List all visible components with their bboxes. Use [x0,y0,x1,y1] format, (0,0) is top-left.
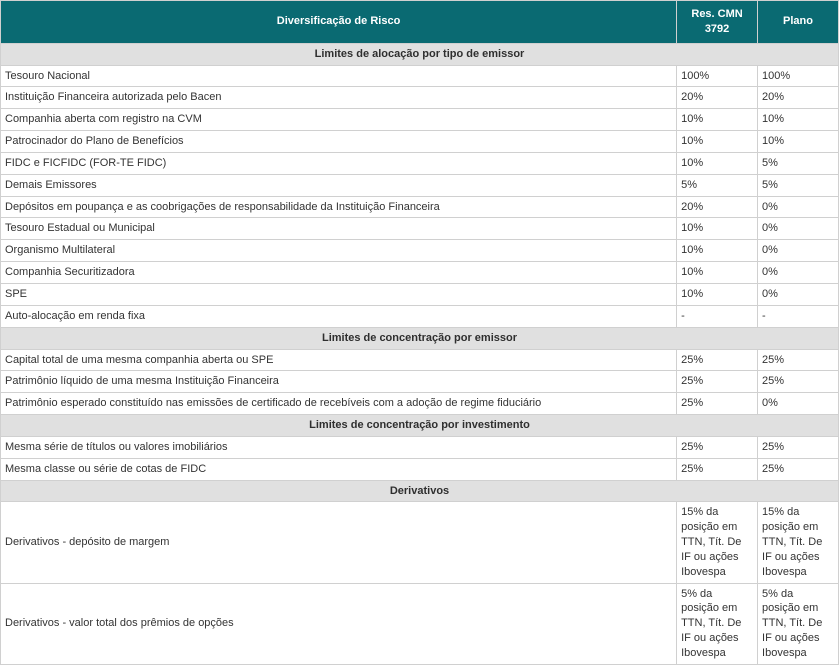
table-row: Auto-alocação em renda fixa-- [1,305,839,327]
section-header: Limites de alocação por tipo de emissor [1,43,839,65]
row-res-value: 5% da posição em TTN, Tít. De IF ou açõe… [677,583,758,664]
row-plano-value: 0% [758,196,839,218]
table-row: Derivativos - depósito de margem15% da p… [1,502,839,583]
row-plano-value: 25% [758,436,839,458]
row-plano-value: - [758,305,839,327]
row-label: Patrimônio esperado constituído nas emis… [1,393,677,415]
row-res-value: 10% [677,240,758,262]
row-plano-value: 15% da posição em TTN, Tít. De IF ou açõ… [758,502,839,583]
section-title: Limites de alocação por tipo de emissor [1,43,839,65]
row-label: Tesouro Estadual ou Municipal [1,218,677,240]
row-plano-value: 5% [758,152,839,174]
table-row: SPE10%0% [1,283,839,305]
row-label: Instituição Financeira autorizada pelo B… [1,87,677,109]
table-row: Capital total de uma mesma companhia abe… [1,349,839,371]
row-plano-value: 10% [758,131,839,153]
header-col-plano: Plano [758,1,839,44]
table-header-row: Diversificação de Risco Res. CMN 3792 Pl… [1,1,839,44]
row-label: Patrocinador do Plano de Benefícios [1,131,677,153]
row-label: FIDC e FICFIDC (FOR-TE FIDC) [1,152,677,174]
table-row: Tesouro Nacional100%100% [1,65,839,87]
row-res-value: 5% [677,174,758,196]
row-res-value: 10% [677,109,758,131]
section-title: Derivativos [1,480,839,502]
table-row: Depósitos em poupança e as coobrigações … [1,196,839,218]
row-res-value: 20% [677,87,758,109]
section-title: Limites de concentração por investimento [1,415,839,437]
row-label: Organismo Multilateral [1,240,677,262]
table-row: Patrimônio líquido de uma mesma Institui… [1,371,839,393]
row-label: Companhia Securitizadora [1,262,677,284]
row-label: Companhia aberta com registro na CVM [1,109,677,131]
table-row: Organismo Multilateral10%0% [1,240,839,262]
row-res-value: 25% [677,393,758,415]
row-label: Derivativos - depósito de margem [1,502,677,583]
row-res-value: 25% [677,458,758,480]
row-plano-value: 25% [758,458,839,480]
row-plano-value: 25% [758,349,839,371]
section-title: Limites de concentração por emissor [1,327,839,349]
row-label: Derivativos - valor total dos prêmios de… [1,583,677,664]
header-col-res: Res. CMN 3792 [677,1,758,44]
row-label: Mesma classe ou série de cotas de FIDC [1,458,677,480]
row-res-value: 25% [677,349,758,371]
row-plano-value: 20% [758,87,839,109]
row-res-value: 10% [677,283,758,305]
row-res-value: 10% [677,152,758,174]
row-plano-value: 0% [758,283,839,305]
section-header: Limites de concentração por investimento [1,415,839,437]
row-res-value: 100% [677,65,758,87]
risk-diversification-table: Diversificação de Risco Res. CMN 3792 Pl… [0,0,839,665]
table-row: Patrimônio esperado constituído nas emis… [1,393,839,415]
row-plano-value: 25% [758,371,839,393]
row-res-value: 10% [677,262,758,284]
section-header: Derivativos [1,480,839,502]
row-label: Tesouro Nacional [1,65,677,87]
row-res-value: 25% [677,371,758,393]
table-body: Limites de alocação por tipo de emissorT… [1,43,839,664]
table-row: Companhia aberta com registro na CVM10%1… [1,109,839,131]
row-label: Demais Emissores [1,174,677,196]
row-plano-value: 100% [758,65,839,87]
row-plano-value: 5% da posição em TTN, Tít. De IF ou açõe… [758,583,839,664]
row-label: Depósitos em poupança e as coobrigações … [1,196,677,218]
section-header: Limites de concentração por emissor [1,327,839,349]
row-plano-value: 10% [758,109,839,131]
row-plano-value: 0% [758,262,839,284]
table-row: FIDC e FICFIDC (FOR-TE FIDC)10%5% [1,152,839,174]
row-plano-value: 0% [758,393,839,415]
table-row: Mesma classe ou série de cotas de FIDC25… [1,458,839,480]
row-label: SPE [1,283,677,305]
row-res-value: 10% [677,218,758,240]
table-row: Tesouro Estadual ou Municipal10%0% [1,218,839,240]
row-plano-value: 0% [758,240,839,262]
table-row: Demais Emissores5%5% [1,174,839,196]
row-label: Capital total de uma mesma companhia abe… [1,349,677,371]
table-row: Companhia Securitizadora10%0% [1,262,839,284]
row-plano-value: 5% [758,174,839,196]
table-row: Derivativos - valor total dos prêmios de… [1,583,839,664]
row-res-value: 25% [677,436,758,458]
header-title: Diversificação de Risco [1,1,677,44]
table-row: Mesma série de títulos ou valores imobil… [1,436,839,458]
row-label: Mesma série de títulos ou valores imobil… [1,436,677,458]
row-plano-value: 0% [758,218,839,240]
row-res-value: 10% [677,131,758,153]
row-res-value: 20% [677,196,758,218]
table-row: Patrocinador do Plano de Benefícios10%10… [1,131,839,153]
row-res-value: 15% da posição em TTN, Tít. De IF ou açõ… [677,502,758,583]
table-row: Instituição Financeira autorizada pelo B… [1,87,839,109]
row-label: Patrimônio líquido de uma mesma Institui… [1,371,677,393]
row-label: Auto-alocação em renda fixa [1,305,677,327]
row-res-value: - [677,305,758,327]
